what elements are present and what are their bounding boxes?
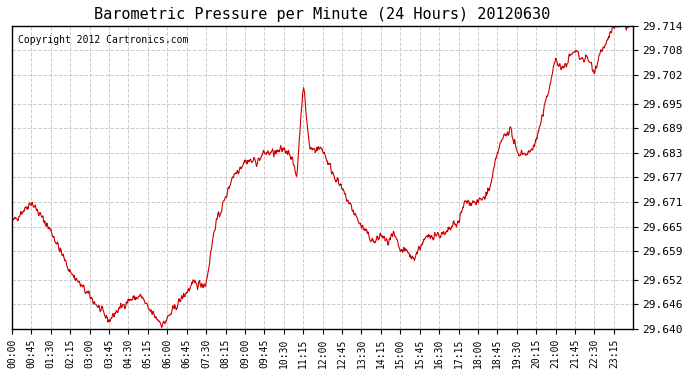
Title: Barometric Pressure per Minute (24 Hours) 20120630: Barometric Pressure per Minute (24 Hours… [95,7,551,22]
Text: Copyright 2012 Cartronics.com: Copyright 2012 Cartronics.com [18,35,188,45]
